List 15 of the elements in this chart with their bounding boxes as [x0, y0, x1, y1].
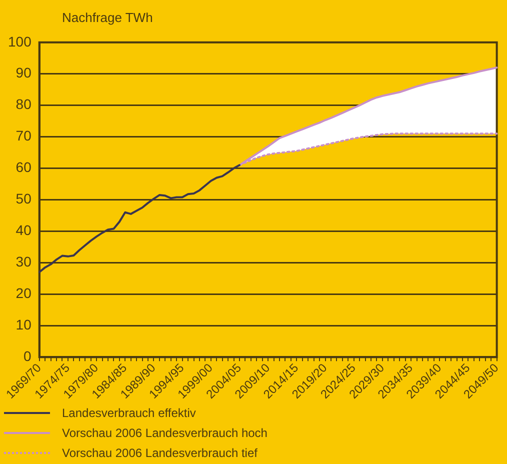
y-tick-label: 60	[16, 159, 32, 176]
legend-label: Vorschau 2006 Landesverbrauch tief	[62, 446, 258, 460]
y-tick-label: 0	[24, 348, 32, 364]
y-tick-label: 70	[16, 128, 32, 144]
y-tick-label: 20	[16, 285, 32, 302]
y-tick-label: 50	[16, 190, 32, 207]
y-tick-label: 30	[16, 254, 32, 270]
y-tick-label: 100	[8, 33, 32, 50]
legend-label: Landesverbrauch effektiv	[62, 406, 196, 420]
y-tick-label: 80	[16, 96, 32, 112]
y-tick-label: 40	[16, 222, 32, 238]
y-tick-label: 10	[16, 316, 32, 333]
y-tick-label: 90	[16, 64, 32, 81]
y-axis-title: Nachfrage TWh	[62, 10, 153, 25]
legend-label: Vorschau 2006 Landesverbrauch hoch	[62, 426, 268, 440]
